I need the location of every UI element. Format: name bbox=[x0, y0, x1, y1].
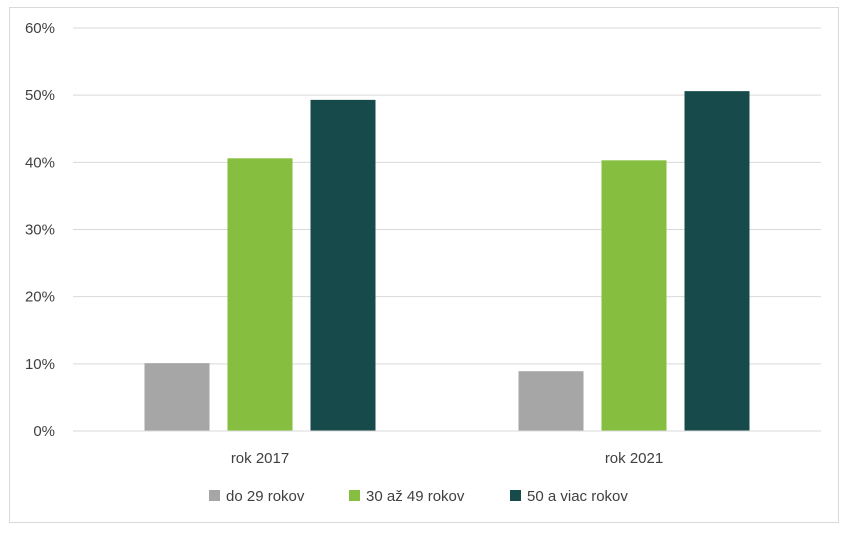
legend-label: 50 a viac rokov bbox=[527, 488, 628, 505]
legend: do 29 rokov 30 až 49 rokov 50 a viac rokov bbox=[209, 488, 628, 505]
y-tick-label: 0% bbox=[33, 423, 55, 440]
y-tick-label: 30% bbox=[25, 222, 55, 239]
legend-swatch bbox=[349, 490, 360, 501]
y-tick-label: 60% bbox=[25, 20, 55, 37]
y-tick-label: 40% bbox=[25, 154, 55, 171]
legend-label: 30 až 49 rokov bbox=[366, 488, 465, 505]
y-tick-label: 20% bbox=[25, 289, 55, 306]
bar-do-29-rokov-rok-2017 bbox=[144, 363, 210, 431]
y-tick-label: 10% bbox=[25, 356, 55, 373]
x-category-label: rok 2017 bbox=[231, 450, 289, 467]
y-tick-label: 50% bbox=[25, 87, 55, 104]
bar-do-29-rokov-rok-2021 bbox=[518, 371, 584, 431]
x-axis-category-labels: rok 2017 rok 2021 bbox=[231, 450, 663, 467]
y-axis-tick-labels: 0% 10% 20% 30% 40% 50% 60% bbox=[25, 20, 55, 440]
bar-50-a-viac-rokov-rok-2021 bbox=[684, 91, 750, 432]
bar-30-až-49-rokov-rok-2017 bbox=[227, 158, 293, 431]
legend-label: do 29 rokov bbox=[226, 488, 305, 505]
bars bbox=[144, 91, 750, 432]
legend-swatch bbox=[510, 490, 521, 501]
legend-swatch bbox=[209, 490, 220, 501]
bar-50-a-viac-rokov-rok-2017 bbox=[310, 99, 376, 431]
x-category-label: rok 2021 bbox=[605, 450, 663, 467]
bar-30-až-49-rokov-rok-2021 bbox=[601, 160, 667, 431]
